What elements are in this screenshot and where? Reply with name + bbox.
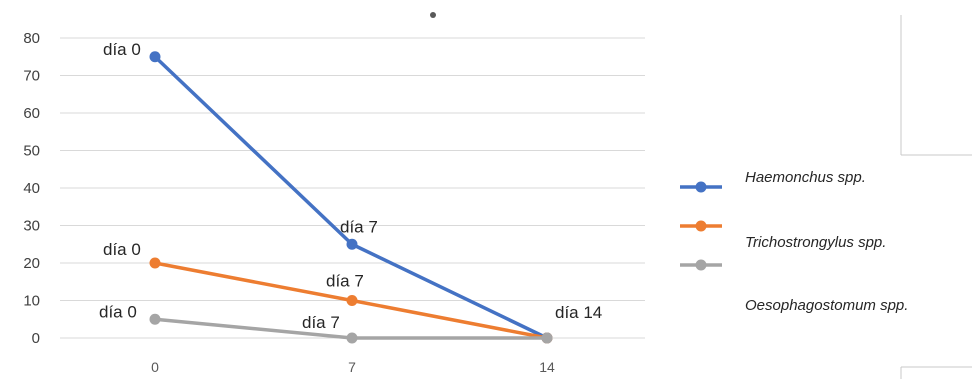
y-tick-label: 50 [23, 143, 40, 160]
y-axis-ticks: 0 10 20 30 40 50 60 70 80 [23, 30, 40, 347]
x-tick-label: 0 [151, 359, 159, 375]
title-dot [430, 12, 436, 18]
series-layer [149, 51, 553, 344]
y-tick-label: 40 [23, 180, 40, 197]
y-tick-label: 10 [23, 293, 40, 310]
frame-decoration [430, 12, 972, 379]
data-label: día 0 [103, 40, 141, 59]
legend-marker [695, 181, 707, 193]
data-point [346, 238, 358, 250]
data-point [346, 332, 358, 344]
data-label: día 0 [99, 302, 137, 321]
y-tick-label: 80 [23, 30, 40, 47]
data-label: día 7 [302, 313, 340, 332]
data-labels: día 0 día 7 día 14 día 0 día 7 día 0 día 7 [99, 40, 602, 332]
data-point [149, 313, 161, 325]
data-label: día 7 [326, 272, 364, 291]
y-tick-label: 0 [32, 330, 40, 347]
y-tick-label: 30 [23, 218, 40, 235]
y-tick-label: 60 [23, 105, 40, 122]
x-tick-label: 7 [348, 359, 356, 375]
data-label: día 0 [103, 240, 141, 259]
legend-marker [695, 259, 707, 271]
y-tick-label: 20 [23, 255, 40, 272]
data-point [149, 51, 161, 63]
legend-label: Oesophagostomum spp. [745, 297, 908, 314]
legend: Haemonchus spp. Trichostrongylus spp. Oeso… [680, 169, 908, 314]
x-tick-label: 14 [539, 359, 555, 375]
legend-label: Trichostrongylus spp. [745, 234, 886, 251]
x-axis-ticks: 0 7 14 [151, 359, 555, 375]
legend-label: Haemonchus spp. [745, 169, 866, 186]
data-point [541, 332, 553, 344]
data-point [149, 257, 161, 269]
gridlines [60, 37, 645, 339]
data-label: día 14 [555, 303, 602, 322]
y-tick-label: 70 [23, 68, 40, 85]
data-label: día 7 [340, 217, 378, 236]
legend-marker [695, 220, 707, 232]
data-point [346, 295, 358, 306]
